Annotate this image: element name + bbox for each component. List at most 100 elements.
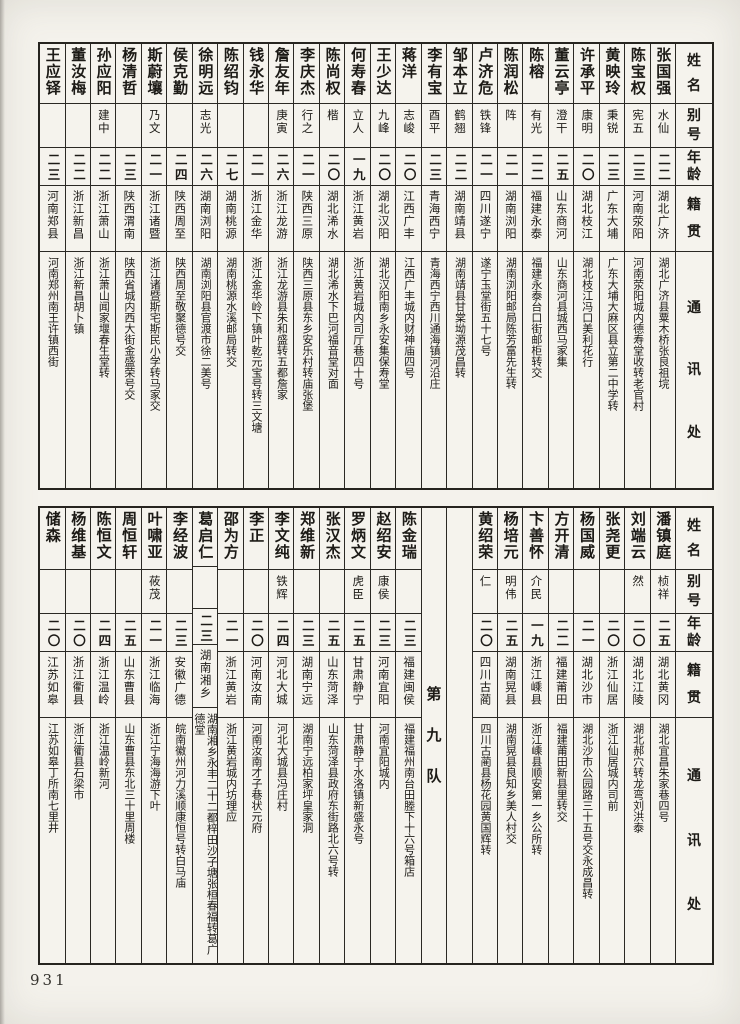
- address-text: 湖北宜昌朱家巷四号: [657, 723, 671, 822]
- native-text: 浙江诸暨: [147, 190, 162, 240]
- alias-cell: 九峰: [370, 104, 396, 148]
- person-column: 钱永华 二一 浙江金华 浙江金华岭下镇叶乾元宝号转三文塘: [242, 44, 268, 488]
- native-cell: 湖北江陵: [625, 652, 650, 718]
- native-text: 湖北广济: [656, 190, 671, 240]
- alias-text: 宪五: [631, 109, 646, 135]
- native-cell: 浙江黄岩: [345, 186, 370, 252]
- age-text: 二〇: [401, 153, 417, 183]
- native-cell: 河南荥阳: [625, 186, 650, 252]
- name-cell: 陈恒文: [90, 508, 116, 570]
- age-text: 二七: [223, 153, 239, 183]
- address-text: 浙江新昌胡卜镇: [71, 257, 85, 334]
- native-text: 河南荥阳: [631, 190, 646, 240]
- roster-table-bottom: 姓名别号年龄籍贯通讯处潘镇庭 桢祥 二五 湖北黄冈 湖北宜昌朱家巷四号 刘端云然二〇 湖北江…: [38, 506, 714, 965]
- address-text: 湖北汉阳南乡永安集保寿堂: [377, 257, 391, 389]
- alias-cell: 乃文: [141, 104, 167, 148]
- alias-cell: [116, 570, 141, 614]
- address-text: 浙江宁海海游下叶: [148, 723, 162, 811]
- blank-cell: [447, 508, 471, 963]
- age-text: 二〇: [477, 619, 493, 649]
- header-native-label: 籍贯: [676, 652, 712, 718]
- name-text: 黄绍荣: [476, 511, 495, 561]
- name-text: 陈恒文: [94, 511, 113, 561]
- alias-text: 莜茂: [147, 575, 162, 601]
- age-text: 二六: [198, 153, 214, 183]
- age-cell: 二一: [218, 614, 243, 652]
- header-char: 讯: [687, 362, 701, 378]
- alias-cell: [599, 570, 625, 614]
- alias-text: 乃文: [147, 109, 162, 135]
- age-cell: 二一: [574, 614, 599, 652]
- name-text: 李经波: [170, 511, 189, 561]
- header-char: 别: [687, 574, 701, 590]
- name-cell: 邵为方: [218, 508, 243, 570]
- person-column: 詹友年 庚寅 二六 浙江龙游 浙江龙游县朱和盛转五都詹家: [268, 44, 294, 488]
- native-cell: 河南汝南: [243, 652, 268, 718]
- age-text: 二一: [503, 153, 519, 183]
- person-column: 杨维基 二〇 浙江衢县 浙江衢县石梁市: [64, 508, 90, 963]
- address-cell: 皖南徽州河力溪顺康恒号转白马庙: [167, 718, 191, 963]
- age-text: 二〇: [579, 153, 595, 183]
- name-text: 董汝梅: [69, 47, 88, 97]
- address-cell: 浙江金华岭下镇叶乾元宝号转三文塘: [244, 252, 268, 488]
- section-char: 九: [426, 726, 442, 744]
- person-column: 陈宝权 宪五 二三 河南荥阳 河南荥阳城内德寿堂收转老官村: [624, 44, 650, 488]
- person-column: 张国强 水仙 二二 湖北广济 湖北广济县粟木桥张良祖垸: [649, 44, 675, 488]
- address-cell: 浙江黄岩城内司厅巷四十号: [345, 252, 369, 488]
- alias-cell: 阵: [497, 104, 523, 148]
- native-cell: 浙江衢县: [65, 652, 90, 718]
- person-column: 郑维新 二三 湖南宁远 湖南宁远柏家坪皇家洞: [293, 508, 319, 963]
- address-cell: 福建永泰台口街邮柜转交: [523, 252, 547, 488]
- address-cell: 浙江嵊县顺安第一乡公所转: [523, 718, 547, 963]
- native-cell: 湖南宁远: [294, 652, 319, 718]
- address-text: 江西广丰城内财神庙四号: [402, 257, 416, 378]
- age-cell: 二二: [650, 148, 675, 186]
- native-cell: 湖南桃源: [218, 186, 243, 252]
- native-text: 山东菏泽: [325, 656, 340, 706]
- age-cell: 二〇: [396, 148, 421, 186]
- native-cell: 浙江临海: [141, 652, 167, 718]
- name-text: 罗炳文: [349, 511, 368, 561]
- native-text: 浙江衢县: [71, 656, 86, 706]
- alias-cell: 明伟: [497, 570, 523, 614]
- name-cell: 徐明远: [192, 44, 218, 104]
- address-text: 福建永泰台口街邮柜转交: [529, 257, 543, 378]
- name-cell: 孙应阳: [90, 44, 116, 104]
- name-cell: 陈金瑞: [396, 508, 421, 570]
- alias-cell: 行之: [294, 104, 319, 148]
- header-char: 号: [687, 127, 701, 143]
- name-cell: 潘镇庭: [650, 508, 675, 570]
- alias-cell: [294, 570, 319, 614]
- name-text: 钱永华: [247, 47, 266, 97]
- native-cell: 浙江新昌: [65, 186, 90, 252]
- address-cell: 河北大城县冯庄村: [269, 718, 293, 963]
- address-cell: 湖南桃源水溪邮局转交: [218, 252, 242, 488]
- header-char: 名: [687, 543, 701, 559]
- age-text: 二四: [274, 619, 290, 649]
- person-column: 周恒轩 二五 山东曹县 山东曹县东北三十里周楼: [115, 508, 141, 963]
- alias-text: 康明: [580, 109, 595, 135]
- native-text: 江苏如皋: [46, 656, 61, 706]
- name-text: 杨清哲: [120, 47, 139, 97]
- person-column: 葛启仁 二三 湖南湘乡 湖南湘乡永丰二十二都梓田沙子塘张桓春福转葛广德堂: [191, 508, 218, 963]
- native-cell: 陕西三原: [294, 186, 319, 252]
- address-text: 四川古蔺县杨花园黄国辉转: [478, 723, 492, 855]
- header-alias-label: 别号: [676, 104, 712, 148]
- age-cell: 二三: [396, 614, 421, 652]
- person-column: 方开清 二二 福建莆田 福建莆田新县里转交: [547, 508, 574, 963]
- person-column: 卞善怀 介民 一九 浙江嵊县 浙江嵊县顺安第一乡公所转: [522, 508, 548, 963]
- age-text: 二〇: [45, 619, 61, 649]
- native-text: 陕西渭南: [122, 190, 137, 240]
- native-text: 山东曹县: [122, 656, 137, 706]
- person-column: 黄映玲 秉锐 二三 广东大埔 广东大埔大麻区县立第二中学转: [598, 44, 625, 488]
- alias-cell: [574, 570, 599, 614]
- age-text: 二六: [274, 153, 290, 183]
- header-column: 姓名别号年龄籍贯通讯处: [675, 44, 712, 488]
- age-cell: 二二: [447, 148, 472, 186]
- age-cell: 二三: [116, 148, 141, 186]
- address-text: 山东曹县东北三十里周楼: [122, 723, 136, 844]
- name-text: 李有宝: [425, 47, 444, 97]
- name-text: 陈金瑞: [399, 511, 418, 561]
- alias-cell: [218, 570, 243, 614]
- name-text: 储森: [43, 511, 62, 544]
